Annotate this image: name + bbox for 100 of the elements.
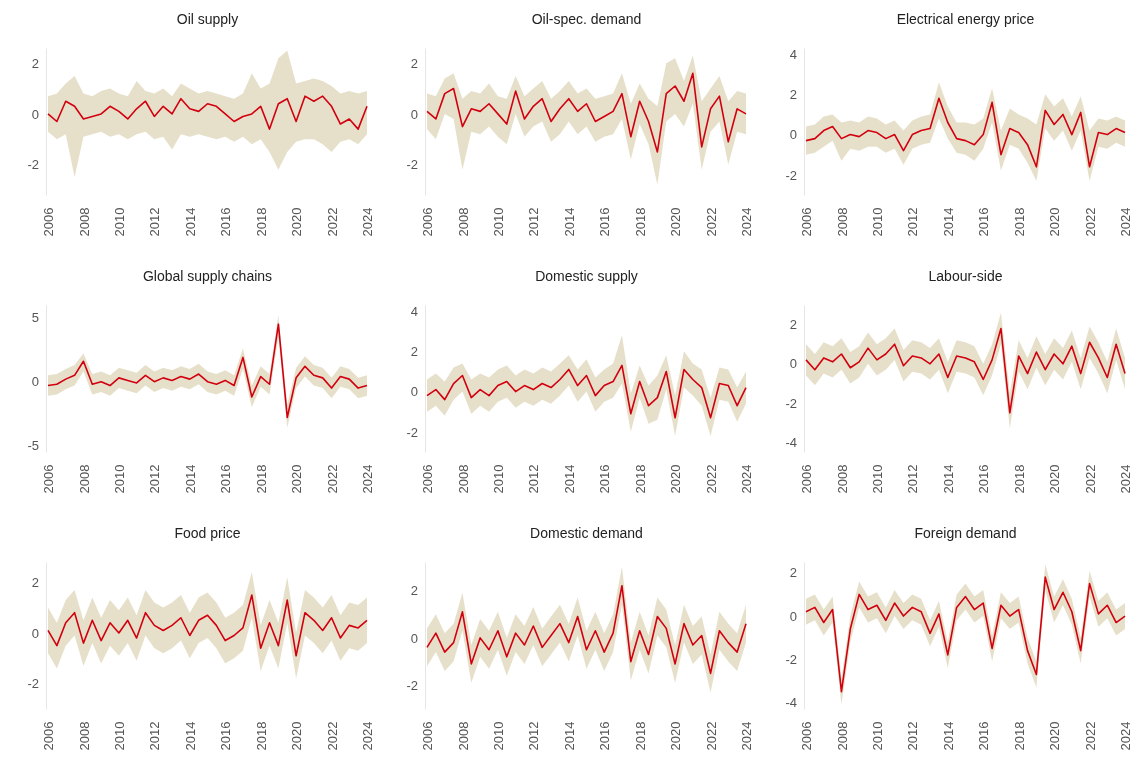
x-tick-label: 2018 [1011, 464, 1027, 494]
x-tick-label: 2020 [1047, 721, 1063, 751]
x-tick-label: 2020 [1047, 464, 1063, 494]
x-tick-label: 2014 [561, 207, 577, 237]
x-tick-label: 2022 [1082, 207, 1098, 237]
x-tick-label: 2022 [1082, 721, 1098, 751]
y-tick-label: 2 [789, 317, 797, 333]
x-tick-label: 2020 [289, 207, 305, 237]
y-tick-label: 2 [410, 583, 418, 599]
x-tick-label: 2022 [703, 464, 719, 494]
x-tick-label: 2008 [834, 721, 850, 751]
y-tick-label: 0 [410, 630, 418, 646]
x-tick-label: 2014 [561, 721, 577, 751]
x-tick-label: 2012 [147, 207, 163, 237]
x-tick-label: 2024 [1118, 207, 1134, 237]
chart-title: Food price [174, 525, 241, 541]
x-tick-label: 2014 [940, 207, 956, 237]
x-tick-label: 2010 [111, 721, 127, 751]
x-tick-label: 2012 [147, 721, 163, 751]
x-tick-label: 2010 [111, 207, 127, 237]
x-tick-label: 2006 [420, 464, 436, 494]
x-tick-label: 2018 [632, 207, 648, 237]
y-tick-label: 2 [410, 343, 418, 359]
line-series [805, 97, 1126, 168]
x-tick-label: 2024 [739, 721, 755, 751]
y-tick-label: -2 [785, 395, 797, 411]
y-tick-label: 2 [410, 55, 418, 71]
x-tick-label: 2008 [76, 207, 92, 237]
x-tick-label: 2006 [420, 207, 436, 237]
x-tick-label: 2008 [455, 464, 471, 494]
x-tick-label: 2018 [253, 721, 269, 751]
x-tick-label: 2024 [360, 721, 376, 751]
chart-title: Labour-side [928, 268, 1003, 284]
y-tick-label: 0 [31, 625, 39, 641]
x-tick-label: 2012 [526, 464, 542, 494]
x-tick-label: 2016 [976, 721, 992, 751]
x-tick-label: 2020 [668, 721, 684, 751]
line-series [805, 576, 1126, 693]
x-tick-label: 2010 [869, 721, 885, 751]
x-tick-label: 2006 [799, 721, 815, 751]
chart-title: Oil-spec. demand [531, 11, 642, 27]
y-tick-label: -4 [785, 434, 797, 450]
x-tick-label: 2006 [41, 464, 57, 494]
x-tick-label: 2014 [182, 721, 198, 751]
x-tick-label: 2008 [455, 207, 471, 237]
x-tick-label: 2012 [905, 207, 921, 237]
x-tick-label: 2016 [218, 721, 234, 751]
x-tick-label: 2014 [182, 464, 198, 494]
x-tick-label: 2014 [561, 464, 577, 494]
line-series [47, 323, 368, 419]
x-tick-label: 2012 [905, 721, 921, 751]
x-tick-label: 2024 [739, 464, 755, 494]
line-series [426, 584, 747, 675]
x-tick-label: 2024 [739, 207, 755, 237]
line-series [426, 72, 747, 153]
x-tick-label: 2008 [455, 721, 471, 751]
y-tick-label: 2 [31, 574, 39, 590]
line-series [805, 327, 1126, 414]
x-tick-label: 2008 [76, 721, 92, 751]
x-tick-label: 2014 [182, 207, 198, 237]
x-tick-label: 2006 [41, 721, 57, 751]
chart-title: Domestic supply [535, 268, 638, 284]
x-tick-label: 2010 [869, 207, 885, 237]
x-tick-label: 2018 [632, 721, 648, 751]
x-tick-label: 2014 [940, 464, 956, 494]
x-tick-label: 2020 [668, 464, 684, 494]
y-tick-label: 0 [31, 374, 39, 390]
x-tick-label: 2024 [1118, 464, 1134, 494]
y-tick-label: 2 [789, 86, 797, 102]
x-tick-label: 2006 [799, 207, 815, 237]
x-tick-label: 2018 [253, 464, 269, 494]
x-tick-label: 2020 [1047, 207, 1063, 237]
y-tick-label: 0 [789, 608, 797, 624]
chart-title: Electrical energy price [896, 11, 1035, 27]
x-tick-label: 2022 [324, 207, 340, 237]
y-tick-label: -2 [785, 651, 797, 667]
x-tick-label: 2012 [905, 464, 921, 494]
x-tick-label: 2018 [1011, 721, 1027, 751]
y-tick-label: 0 [789, 127, 797, 143]
x-tick-label: 2020 [289, 464, 305, 494]
x-tick-label: 2010 [490, 721, 506, 751]
y-tick-label: 4 [789, 46, 797, 62]
x-tick-label: 2016 [597, 721, 613, 751]
y-tick-label: 5 [31, 310, 39, 326]
y-tick-label: 0 [410, 106, 418, 122]
x-tick-label: 2018 [253, 207, 269, 237]
x-tick-label: 2008 [834, 207, 850, 237]
x-tick-label: 2012 [147, 464, 163, 494]
x-tick-label: 2016 [976, 207, 992, 237]
x-tick-label: 2020 [289, 721, 305, 751]
y-tick-label: 2 [789, 565, 797, 581]
x-tick-label: 2024 [1118, 721, 1134, 751]
y-tick-label: -2 [406, 677, 418, 693]
x-tick-label: 2016 [218, 207, 234, 237]
y-tick-label: 0 [789, 356, 797, 372]
chart-title: Global supply chains [142, 268, 273, 284]
x-tick-label: 2016 [976, 464, 992, 494]
x-tick-label: 2012 [526, 207, 542, 237]
y-tick-label: 0 [410, 384, 418, 400]
y-tick-label: -5 [27, 438, 39, 454]
